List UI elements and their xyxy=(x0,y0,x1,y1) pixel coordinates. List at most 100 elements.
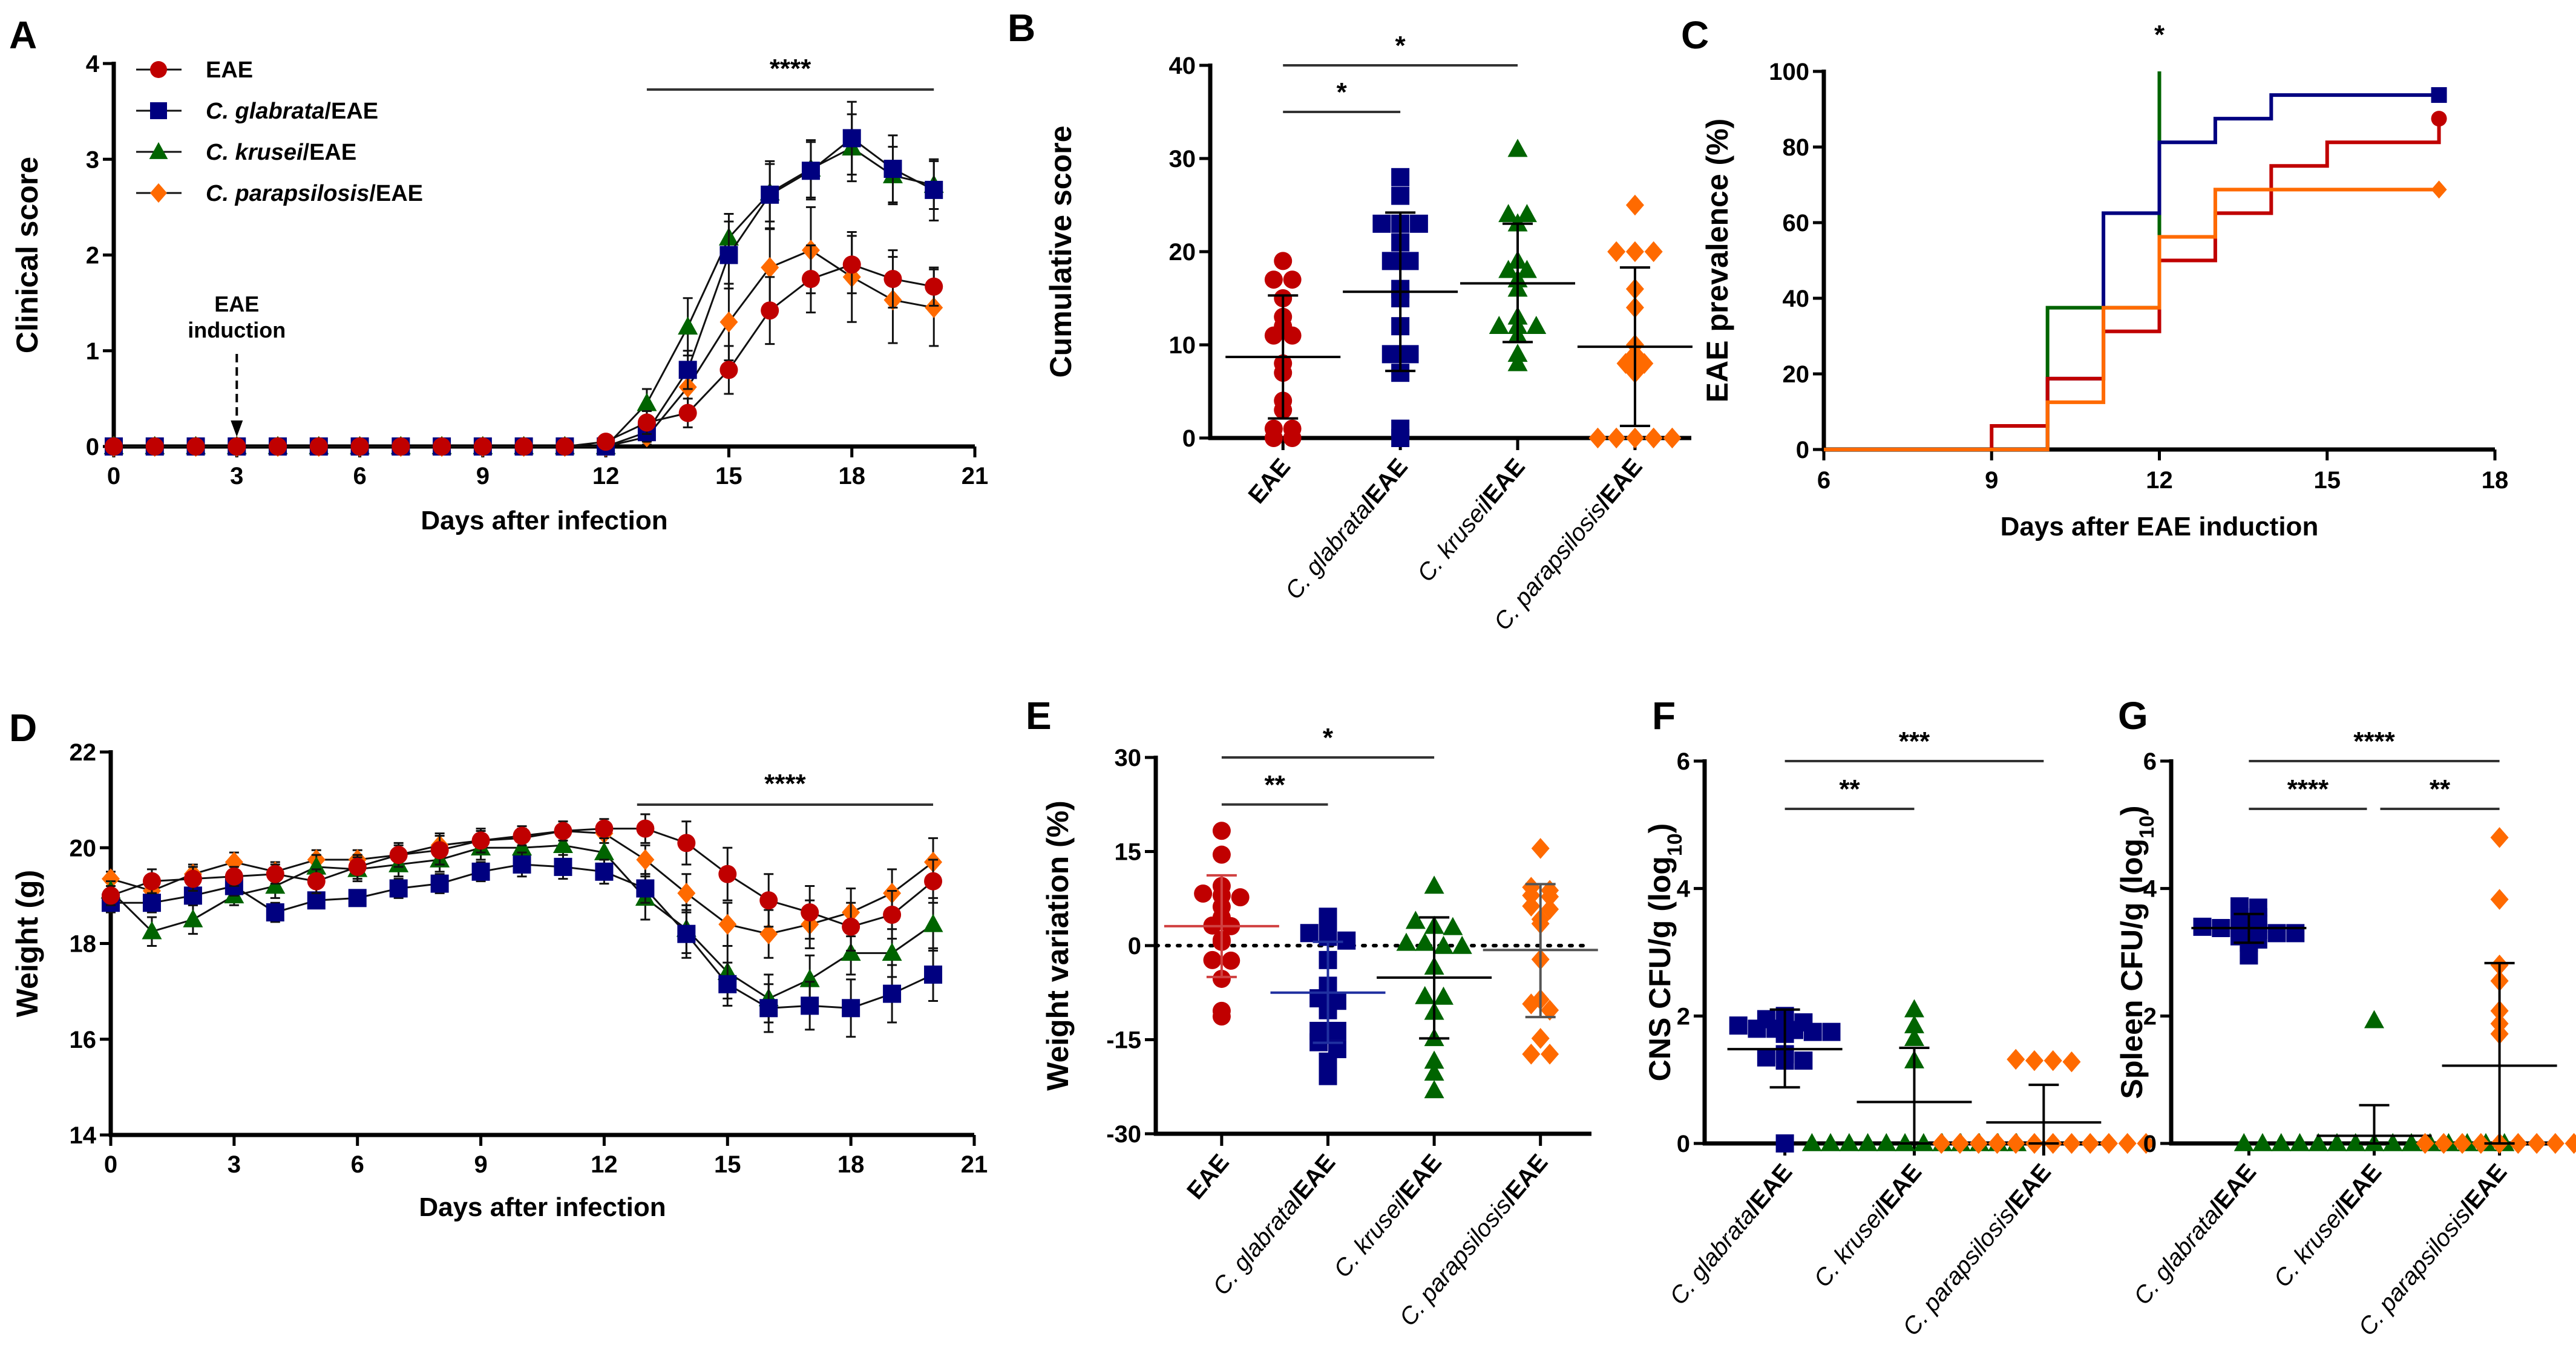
data-point xyxy=(883,270,902,289)
data-point xyxy=(1381,345,1400,364)
data-point xyxy=(514,437,533,456)
legend-item: C. parapsilosis/EAE xyxy=(136,181,423,206)
y-axis-title-text: Weight (g) xyxy=(10,870,44,1017)
legend-marker-eae xyxy=(150,61,167,78)
series-parapsilosis xyxy=(1483,838,1598,1065)
x-tick-label: 18 xyxy=(2482,467,2509,494)
y-tick-label: 20 xyxy=(1783,361,1810,388)
data-point xyxy=(1663,427,1682,449)
data-point xyxy=(1801,1133,1822,1151)
end-marker xyxy=(2431,111,2447,127)
data-point xyxy=(1222,951,1240,970)
data-point xyxy=(186,437,205,456)
data-point xyxy=(1839,1133,1860,1151)
data-point xyxy=(1433,986,1454,1005)
data-point xyxy=(2509,1133,2528,1154)
data-point xyxy=(1820,1133,1841,1151)
series-eae xyxy=(105,235,943,456)
y-axis-title-text: Cumulative score xyxy=(1044,126,1078,378)
data-point xyxy=(1424,1050,1444,1069)
legend-label: C. krusei/EAE xyxy=(206,140,356,165)
data-point xyxy=(2252,1133,2273,1151)
panel-C: C 0 20 40 60 80 100 6 9 12 15 18 Days after EAE indu… xyxy=(1681,13,2508,541)
data-point xyxy=(801,903,819,922)
data-point xyxy=(1328,1021,1346,1040)
data-point xyxy=(1748,1019,1766,1038)
panel-letter: E xyxy=(1026,694,1052,737)
data-point xyxy=(2364,1010,2384,1028)
data-point xyxy=(1319,1067,1337,1085)
x-tick-label: 21 xyxy=(961,1151,988,1178)
y-tick-label: 0 xyxy=(1128,933,1141,960)
series-parapsilosis xyxy=(1824,180,2447,451)
x-tick-label: 6 xyxy=(1817,467,1830,494)
data-point xyxy=(883,160,902,178)
data-point xyxy=(1264,429,1283,447)
y-tick-label: 30 xyxy=(1169,146,1196,172)
data-point xyxy=(1988,1133,2007,1154)
data-point xyxy=(1381,252,1400,270)
data-point xyxy=(841,943,861,961)
data-point xyxy=(801,996,819,1015)
x-tick-label: 0 xyxy=(107,463,120,489)
legend-item: C. krusei/EAE xyxy=(136,140,356,165)
legend-marker-parapsilosis xyxy=(150,183,167,203)
y-tick-label: -30 xyxy=(1106,1121,1141,1148)
data-point xyxy=(1757,1048,1775,1067)
data-point xyxy=(1625,194,1644,216)
category-label: C. krusei/EAE xyxy=(1412,454,1530,587)
data-point xyxy=(842,129,861,148)
y-tick-label: 0 xyxy=(1796,437,1809,463)
significance-label: *** xyxy=(1899,727,1930,756)
series-eae xyxy=(1164,822,1279,1026)
y-tick-label: 20 xyxy=(1169,239,1196,266)
data-point xyxy=(102,886,120,905)
step-line xyxy=(1824,188,2439,451)
x-tick-label: 12 xyxy=(592,463,620,489)
data-point xyxy=(636,879,655,898)
panel-letter: A xyxy=(9,13,37,57)
category-label: C. krusei/EAE xyxy=(1329,1149,1447,1283)
data-point xyxy=(183,869,202,888)
category-label-italic: C. parapsilosis xyxy=(2353,1202,2476,1341)
significance-label: ** xyxy=(1839,774,1860,804)
data-point xyxy=(2345,1133,2366,1151)
induction-label-line2: induction xyxy=(188,318,286,342)
category-label: C. krusei/EAE xyxy=(1809,1159,1927,1293)
data-point xyxy=(1424,1062,1444,1081)
data-point xyxy=(2416,1133,2434,1154)
data-point xyxy=(1264,326,1283,345)
data-point xyxy=(1194,884,1213,903)
data-point xyxy=(1541,1044,1559,1065)
data-point xyxy=(718,865,737,883)
data-point xyxy=(1541,886,1559,907)
data-point xyxy=(842,999,860,1018)
y-axis-title: CNS CFU/g (log10) xyxy=(1643,823,1686,1082)
data-point xyxy=(1950,1133,1969,1154)
data-point xyxy=(1337,931,1356,950)
category-label-italic: C. glabrata xyxy=(2129,1202,2225,1310)
data-point xyxy=(2289,1133,2310,1151)
data-point xyxy=(1212,1007,1231,1026)
y-axis-title: Spleen CFU/g (log10) xyxy=(2115,805,2158,1099)
data-point xyxy=(2490,889,2509,910)
category-label: C. glabrata/EAE xyxy=(2129,1159,2261,1310)
y-tick-label: 2 xyxy=(1677,1003,1690,1030)
y-axis-title-text: CNS CFU/g (log xyxy=(1643,856,1677,1081)
data-point xyxy=(1516,204,1537,223)
legend-label: C. parapsilosis/EAE xyxy=(206,181,423,206)
induction-label-line1: EAE xyxy=(214,292,259,316)
data-point xyxy=(2528,1133,2546,1154)
data-point xyxy=(677,924,696,943)
data-point xyxy=(1391,429,1410,447)
series-krusei xyxy=(2234,1010,2515,1151)
data-point xyxy=(266,903,284,922)
data-point xyxy=(1396,932,1417,951)
data-point xyxy=(1932,1133,1951,1154)
data-point xyxy=(389,879,408,898)
data-point xyxy=(1522,1044,1541,1065)
y-tick-label: 80 xyxy=(1783,134,1810,161)
data-point xyxy=(1531,838,1550,859)
series-eae xyxy=(1225,252,1341,447)
